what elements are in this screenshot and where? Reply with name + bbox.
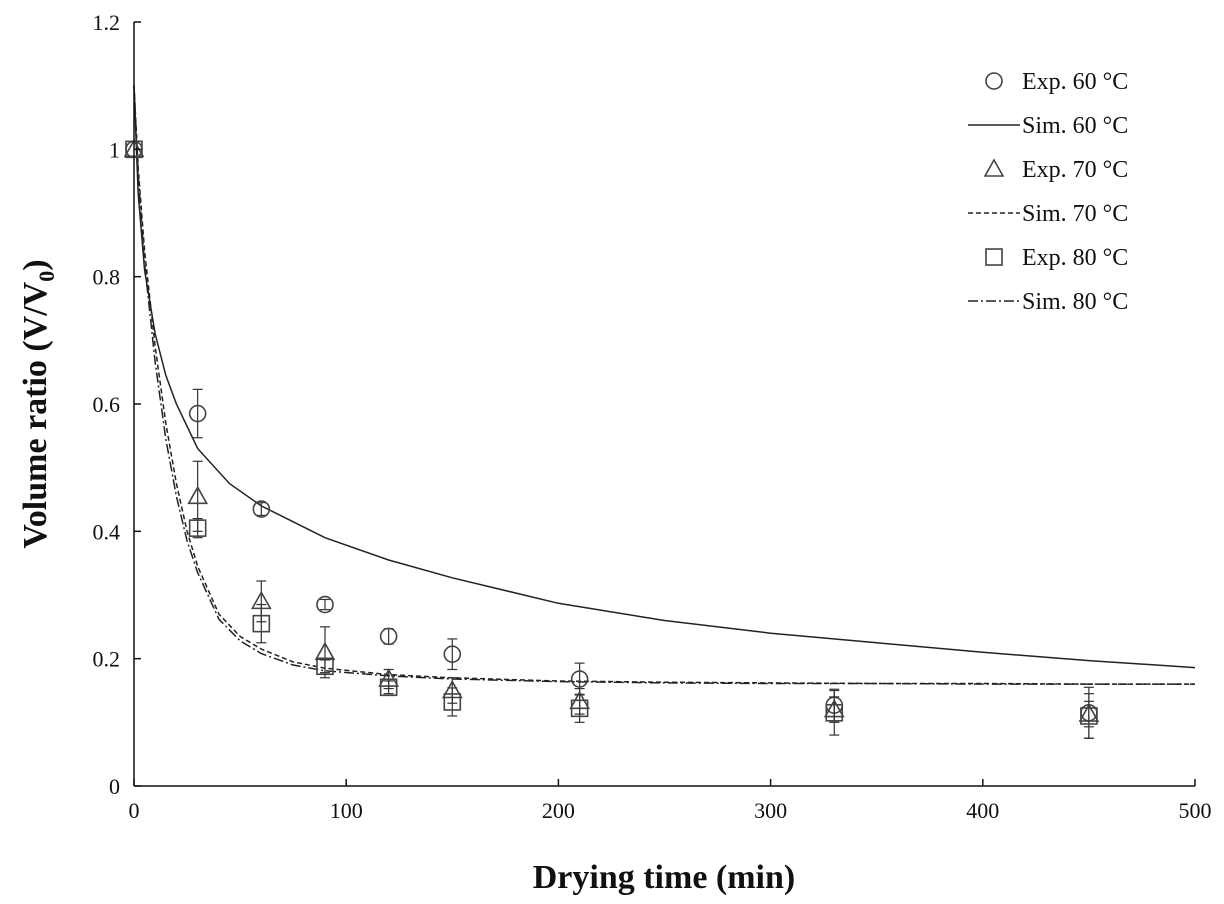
series-0-point [252, 500, 271, 518]
legend-marker-2 [983, 158, 1005, 177]
y-axis-title: Volume ratio (V/V0) [17, 259, 59, 548]
series-4-point [825, 703, 844, 722]
series-4-point [1080, 707, 1098, 725]
y-tick-label: 0 [109, 774, 120, 799]
y-tick-label: 1 [109, 137, 120, 162]
data-points [123, 138, 1100, 739]
legend: Exp. 60 °C Sim. 60 °C Exp. 70 °C Sim. 70 °C… [968, 69, 1128, 315]
y-tick-label: 0.4 [93, 519, 121, 544]
series-2-point [314, 641, 336, 661]
series-4-point [316, 657, 334, 676]
y-ticks: 0 0.2 0.4 0.6 0.8 1 1.2 [93, 10, 141, 799]
x-tick-label: 500 [1179, 798, 1212, 823]
series-0-point [443, 645, 462, 664]
series-4-point [379, 678, 398, 697]
series-2-point [187, 485, 209, 505]
plot-area [133, 85, 1196, 685]
series-3-line [133, 85, 1195, 685]
series-4-point [252, 614, 271, 633]
legend-label-5: Sim. 80 °C [1022, 289, 1128, 315]
x-tick-label: 400 [966, 798, 999, 823]
y-axis-title-suffix: ) [17, 259, 54, 270]
series-4-point [570, 699, 589, 718]
series-4-point [443, 693, 462, 711]
y-tick-label: 0.8 [93, 265, 121, 290]
x-ticks: 0 100 200 300 400 500 [129, 779, 1212, 823]
y-axis-title-subscript: 0 [34, 271, 59, 282]
series-0-point [379, 627, 398, 646]
x-tick-label: 200 [542, 798, 575, 823]
x-tick-label: 300 [754, 798, 787, 823]
y-axis-title-main: Volume ratio (V/V [17, 281, 54, 548]
x-axis-title: Drying time (min) [533, 859, 796, 896]
legend-marker-4 [985, 248, 1003, 266]
legend-label-2: Exp. 70 °C [1022, 157, 1128, 183]
series-4-point [188, 519, 207, 537]
series-0-point [188, 404, 207, 423]
y-tick-label: 0.6 [93, 392, 121, 417]
series-0-point [316, 595, 334, 614]
series-5-line [133, 85, 1195, 685]
series-0-point [570, 670, 589, 688]
legend-label-3: Sim. 70 °C [1022, 201, 1128, 227]
series-1-line [133, 85, 1196, 669]
x-tick-label: 0 [129, 798, 140, 823]
legend-label-0: Exp. 60 °C [1022, 69, 1128, 95]
legend-marker-0 [985, 72, 1003, 90]
y-tick-label: 1.2 [93, 10, 121, 35]
y-tick-label: 0.2 [93, 647, 121, 672]
legend-label-1: Sim. 60 °C [1022, 113, 1128, 139]
legend-label-4: Exp. 80 °C [1022, 245, 1128, 271]
x-tick-label: 100 [330, 798, 363, 823]
